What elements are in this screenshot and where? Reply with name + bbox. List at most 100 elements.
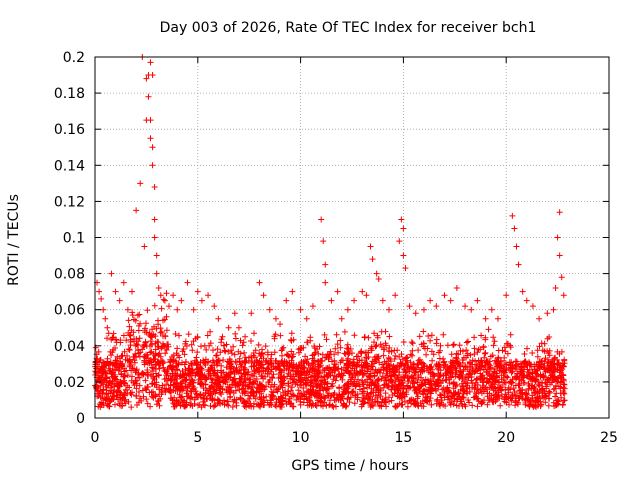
data-point <box>334 288 341 295</box>
data-point <box>184 279 191 286</box>
data-point <box>194 288 201 295</box>
x-tick-label: 25 <box>600 430 618 446</box>
x-tick-label: 20 <box>497 430 515 446</box>
data-point <box>96 288 103 295</box>
data-point <box>151 234 158 241</box>
data-point <box>98 295 105 302</box>
y-tick-label: 0.18 <box>54 86 85 102</box>
data-point <box>320 238 327 245</box>
data-point <box>447 297 454 304</box>
data-point <box>198 297 205 304</box>
data-point <box>482 315 489 322</box>
data-point <box>256 279 263 286</box>
x-tick-label: 5 <box>193 430 202 446</box>
data-point <box>133 207 140 214</box>
data-point <box>309 303 316 310</box>
plot-frame <box>94 56 610 419</box>
data-point <box>552 285 559 292</box>
data-point <box>351 297 358 304</box>
data-point <box>272 315 279 322</box>
data-point <box>375 276 382 283</box>
data-point <box>402 265 409 272</box>
data-point <box>369 256 376 263</box>
data-point <box>556 252 563 259</box>
axis-ticks: 0 5 10 15 20 25 0 0.02 0.04 0.06 0.08 0.1 0.12 0.14 0.… <box>54 50 618 446</box>
y-tick-label: 0.2 <box>63 50 85 66</box>
data-point <box>149 72 156 79</box>
data-point <box>153 252 160 259</box>
data-point <box>427 297 434 304</box>
data-point <box>120 279 127 286</box>
data-point <box>260 292 267 299</box>
data-point <box>170 292 177 299</box>
data-point <box>137 180 144 187</box>
data-point <box>289 288 296 295</box>
data-point <box>511 225 518 232</box>
data-point <box>108 270 115 277</box>
data-point <box>297 306 304 313</box>
data-point <box>166 303 173 310</box>
data-point <box>157 292 164 299</box>
data-point <box>124 306 131 313</box>
data-point <box>441 292 448 299</box>
chart-title: Day 003 of 2026, Rate Of TEC Index for r… <box>160 20 537 36</box>
y-tick-label: 0.14 <box>54 158 85 174</box>
data-point <box>151 216 158 223</box>
data-point <box>519 288 526 295</box>
data-point <box>322 261 329 268</box>
data-point <box>400 225 407 232</box>
data-point <box>100 306 107 313</box>
data-point <box>462 303 469 310</box>
data-point <box>219 333 226 340</box>
y-tick-label: 0.16 <box>54 122 85 138</box>
data-point <box>554 234 561 241</box>
data-point <box>178 297 185 304</box>
data-point <box>344 306 351 313</box>
data-point <box>147 117 154 124</box>
data-point <box>406 303 413 310</box>
data-point <box>453 285 460 292</box>
data-point <box>266 306 273 313</box>
y-axis-label: ROTI / TECUs <box>6 194 22 286</box>
data-point <box>550 306 557 313</box>
data-point <box>303 315 310 322</box>
x-axis-label: GPS time / hours <box>291 458 408 474</box>
data-point <box>145 93 152 100</box>
x-tick-label: 10 <box>292 430 310 446</box>
data-point <box>412 310 419 317</box>
data-point <box>129 288 136 295</box>
data-point <box>523 297 530 304</box>
data-point <box>174 306 181 313</box>
data-point <box>151 183 158 190</box>
data-point <box>420 306 427 313</box>
data-point <box>211 303 218 310</box>
data-point <box>392 292 399 299</box>
data-point <box>153 270 160 277</box>
scatter-points <box>94 54 567 340</box>
data-point <box>147 135 154 142</box>
data-point <box>322 279 329 286</box>
y-tick-label: 0.1 <box>63 231 85 247</box>
data-point <box>215 315 222 322</box>
data-point <box>149 144 156 151</box>
data-point <box>104 324 111 331</box>
data-point <box>231 310 238 317</box>
data-point <box>558 274 565 281</box>
data-point <box>398 216 405 223</box>
data-point <box>474 297 481 304</box>
data-point <box>277 321 284 328</box>
data-point <box>529 303 536 310</box>
data-point <box>560 292 567 299</box>
data-point <box>141 243 148 250</box>
data-point <box>147 59 154 66</box>
data-point <box>536 315 543 322</box>
data-point <box>283 297 290 304</box>
y-tick-label: 0.12 <box>54 194 85 210</box>
x-tick-label: 15 <box>394 430 412 446</box>
data-point <box>396 238 403 245</box>
data-point <box>515 261 522 268</box>
data-point <box>509 212 516 219</box>
data-point <box>359 288 366 295</box>
data-point <box>248 310 255 317</box>
data-point <box>190 306 197 313</box>
